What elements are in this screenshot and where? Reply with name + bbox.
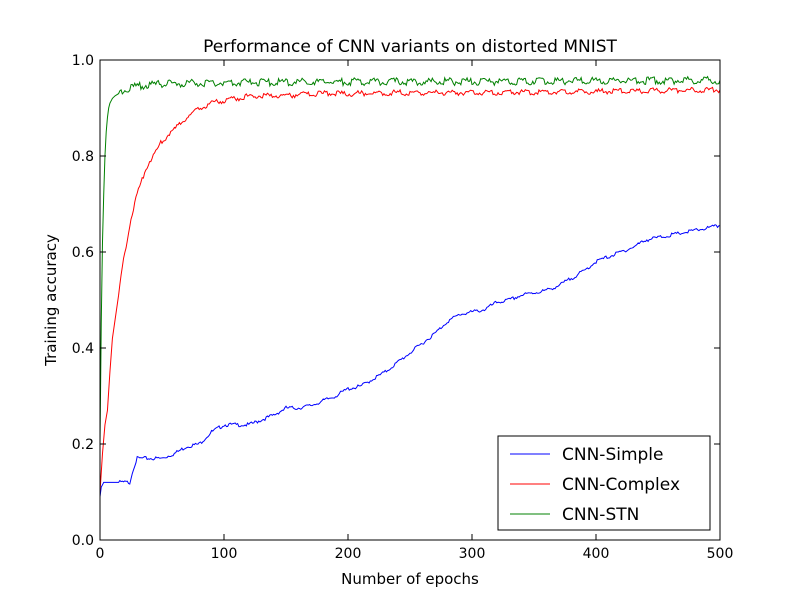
ticks-layer: 0 100 200 300 400 500 0.0 0.2 0.4 0.6 0.8 1.0 — [72, 53, 734, 562]
y-tick-label: 0.0 — [72, 533, 94, 549]
legend: CNN-Simple CNN-Complex CNN-STN — [497, 435, 711, 531]
legend-label: CNN-STN — [562, 505, 639, 525]
x-tick-label: 300 — [459, 546, 486, 562]
x-axis-label: Number of epochs — [341, 570, 479, 588]
series-line-cnn-simple — [99, 224, 721, 497]
legend-label: CNN-Complex — [562, 475, 680, 495]
y-tick-label: 0.4 — [72, 341, 94, 357]
series-layer — [99, 75, 721, 497]
x-tick-label: 0 — [96, 546, 105, 562]
x-tick-label: 400 — [583, 546, 610, 562]
x-tick-label: 200 — [335, 546, 362, 562]
y-tick-label: 0.2 — [72, 437, 94, 453]
x-tick-label: 100 — [211, 546, 238, 562]
y-tick-label: 0.6 — [72, 245, 94, 261]
y-tick-label: 1.0 — [72, 53, 94, 69]
series-line-cnn-complex — [99, 86, 721, 493]
y-axis-label: Training accuracy — [42, 234, 60, 367]
y-tick-label: 0.8 — [72, 149, 94, 165]
plot-frame — [99, 59, 721, 541]
x-tick-label: 500 — [707, 546, 734, 562]
series-line-cnn-stn — [99, 75, 721, 445]
legend-label: CNN-Simple — [562, 445, 664, 465]
chart-title: Performance of CNN variants on distorted… — [203, 37, 617, 57]
